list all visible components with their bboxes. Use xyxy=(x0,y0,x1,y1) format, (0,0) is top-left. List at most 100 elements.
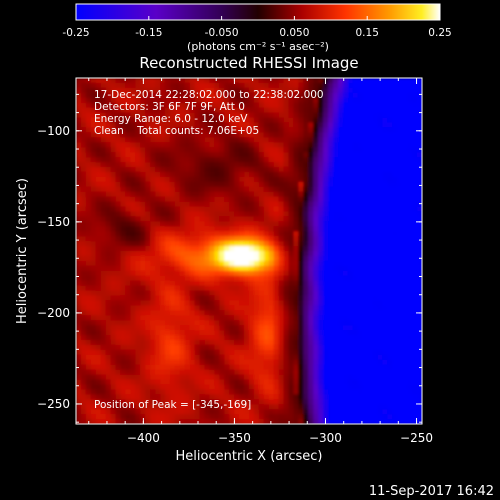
heatmap-cell xyxy=(169,152,176,158)
heatmap-cell xyxy=(80,305,87,311)
heatmap-cell xyxy=(377,295,384,302)
heatmap-cell xyxy=(357,255,364,262)
heatmap-cell xyxy=(160,394,166,400)
heatmap-cell xyxy=(407,265,413,272)
heatmap-cell xyxy=(169,102,176,109)
heatmap-cell xyxy=(169,251,176,257)
heatmap-cell xyxy=(318,107,324,114)
heatmap-cell xyxy=(244,394,250,400)
heatmap-cell xyxy=(140,236,146,242)
heatmap-cell xyxy=(367,236,374,242)
heatmap-cell xyxy=(194,354,201,361)
heatmap-cell xyxy=(323,107,329,114)
heatmap-cell xyxy=(268,349,275,356)
heatmap-cell xyxy=(140,102,146,109)
heatmap-cell xyxy=(253,112,260,119)
heatmap-cell xyxy=(100,241,107,247)
heatmap-cell xyxy=(407,241,413,247)
heatmap-cell xyxy=(76,315,82,321)
heatmap-cell xyxy=(323,251,329,257)
heatmap-cell xyxy=(145,107,151,114)
heatmap-cell xyxy=(125,127,131,133)
heatmap-cell xyxy=(362,226,369,232)
heatmap-cell xyxy=(130,384,136,390)
heatmap-cell xyxy=(288,117,295,124)
heatmap-cell xyxy=(323,171,329,178)
heatmap-cell xyxy=(209,364,215,371)
heatmap-cell xyxy=(352,260,359,267)
heatmap-cell xyxy=(392,339,398,346)
heatmap-cell xyxy=(402,419,408,424)
heatmap-cell xyxy=(342,152,349,158)
heatmap-cell xyxy=(337,171,344,178)
heatmap-cell xyxy=(120,201,127,208)
heatmap-cell xyxy=(323,191,329,198)
heatmap-cell xyxy=(244,310,250,316)
heatmap-cell xyxy=(263,236,270,242)
heatmap-cell xyxy=(179,354,186,361)
heatmap-cell xyxy=(417,132,422,138)
heatmap-cell xyxy=(278,414,285,420)
heatmap-cell xyxy=(362,310,369,316)
heatmap-cell xyxy=(150,196,156,203)
heatmap-cell xyxy=(367,265,374,272)
heatmap-cell xyxy=(268,142,275,148)
heatmap-cell xyxy=(110,157,117,163)
heatmap-cell xyxy=(342,211,349,217)
heatmap-cell xyxy=(130,117,136,124)
heatmap-cell xyxy=(377,339,384,346)
heatmap-cell xyxy=(249,166,255,173)
heatmap-cell xyxy=(372,102,379,109)
heatmap-cell xyxy=(382,384,388,390)
heatmap-cell xyxy=(323,369,329,376)
heatmap-cell xyxy=(278,181,285,188)
heatmap-cell xyxy=(244,295,250,302)
heatmap-cell xyxy=(407,142,413,148)
heatmap-cell xyxy=(397,171,403,178)
heatmap-cell xyxy=(288,147,295,153)
heatmap-cell xyxy=(155,270,161,277)
heatmap-cell xyxy=(268,364,275,371)
heatmap-cell xyxy=(402,359,408,366)
heatmap-cell xyxy=(135,127,141,133)
heatmap-cell xyxy=(283,201,290,208)
heatmap-cell xyxy=(402,107,408,114)
heatmap-cell xyxy=(244,157,250,163)
heatmap-cell xyxy=(377,414,384,420)
heatmap-cell xyxy=(209,325,215,331)
heatmap-cell xyxy=(337,176,344,183)
heatmap-cell xyxy=(95,270,102,277)
heatmap-cell xyxy=(397,147,403,153)
heatmap-cell xyxy=(313,236,319,242)
heatmap-cell xyxy=(164,349,171,356)
heatmap-cell xyxy=(263,162,270,168)
heatmap-cell xyxy=(204,315,211,321)
heatmap-cell xyxy=(397,117,403,124)
heatmap-cell xyxy=(333,364,339,371)
heatmap-cell xyxy=(313,201,319,208)
heatmap-cell xyxy=(347,246,354,252)
heatmap-cell xyxy=(263,335,270,341)
heatmap-cell xyxy=(362,275,369,282)
heatmap-cell xyxy=(115,344,122,351)
heatmap-cell xyxy=(209,196,215,203)
heatmap-cell xyxy=(224,196,230,203)
heatmap-cell xyxy=(219,364,225,371)
heatmap-cell xyxy=(135,201,141,208)
heatmap-cell xyxy=(184,241,191,247)
heatmap-cell xyxy=(135,255,141,262)
heatmap-cell xyxy=(323,162,329,168)
heatmap-cell xyxy=(288,389,295,395)
heatmap-cell xyxy=(244,344,250,351)
heatmap-cell xyxy=(382,280,388,287)
heatmap-cell xyxy=(219,152,225,158)
heatmap-cell xyxy=(333,82,339,89)
heatmap-cell xyxy=(268,241,275,247)
heatmap-cell xyxy=(125,211,131,217)
heatmap-cell xyxy=(263,384,270,390)
heatmap-cell xyxy=(273,255,280,262)
heatmap-cell xyxy=(90,137,97,143)
heatmap-cell xyxy=(214,339,220,346)
heatmap-cell xyxy=(140,325,146,331)
heatmap-cell xyxy=(184,122,191,129)
